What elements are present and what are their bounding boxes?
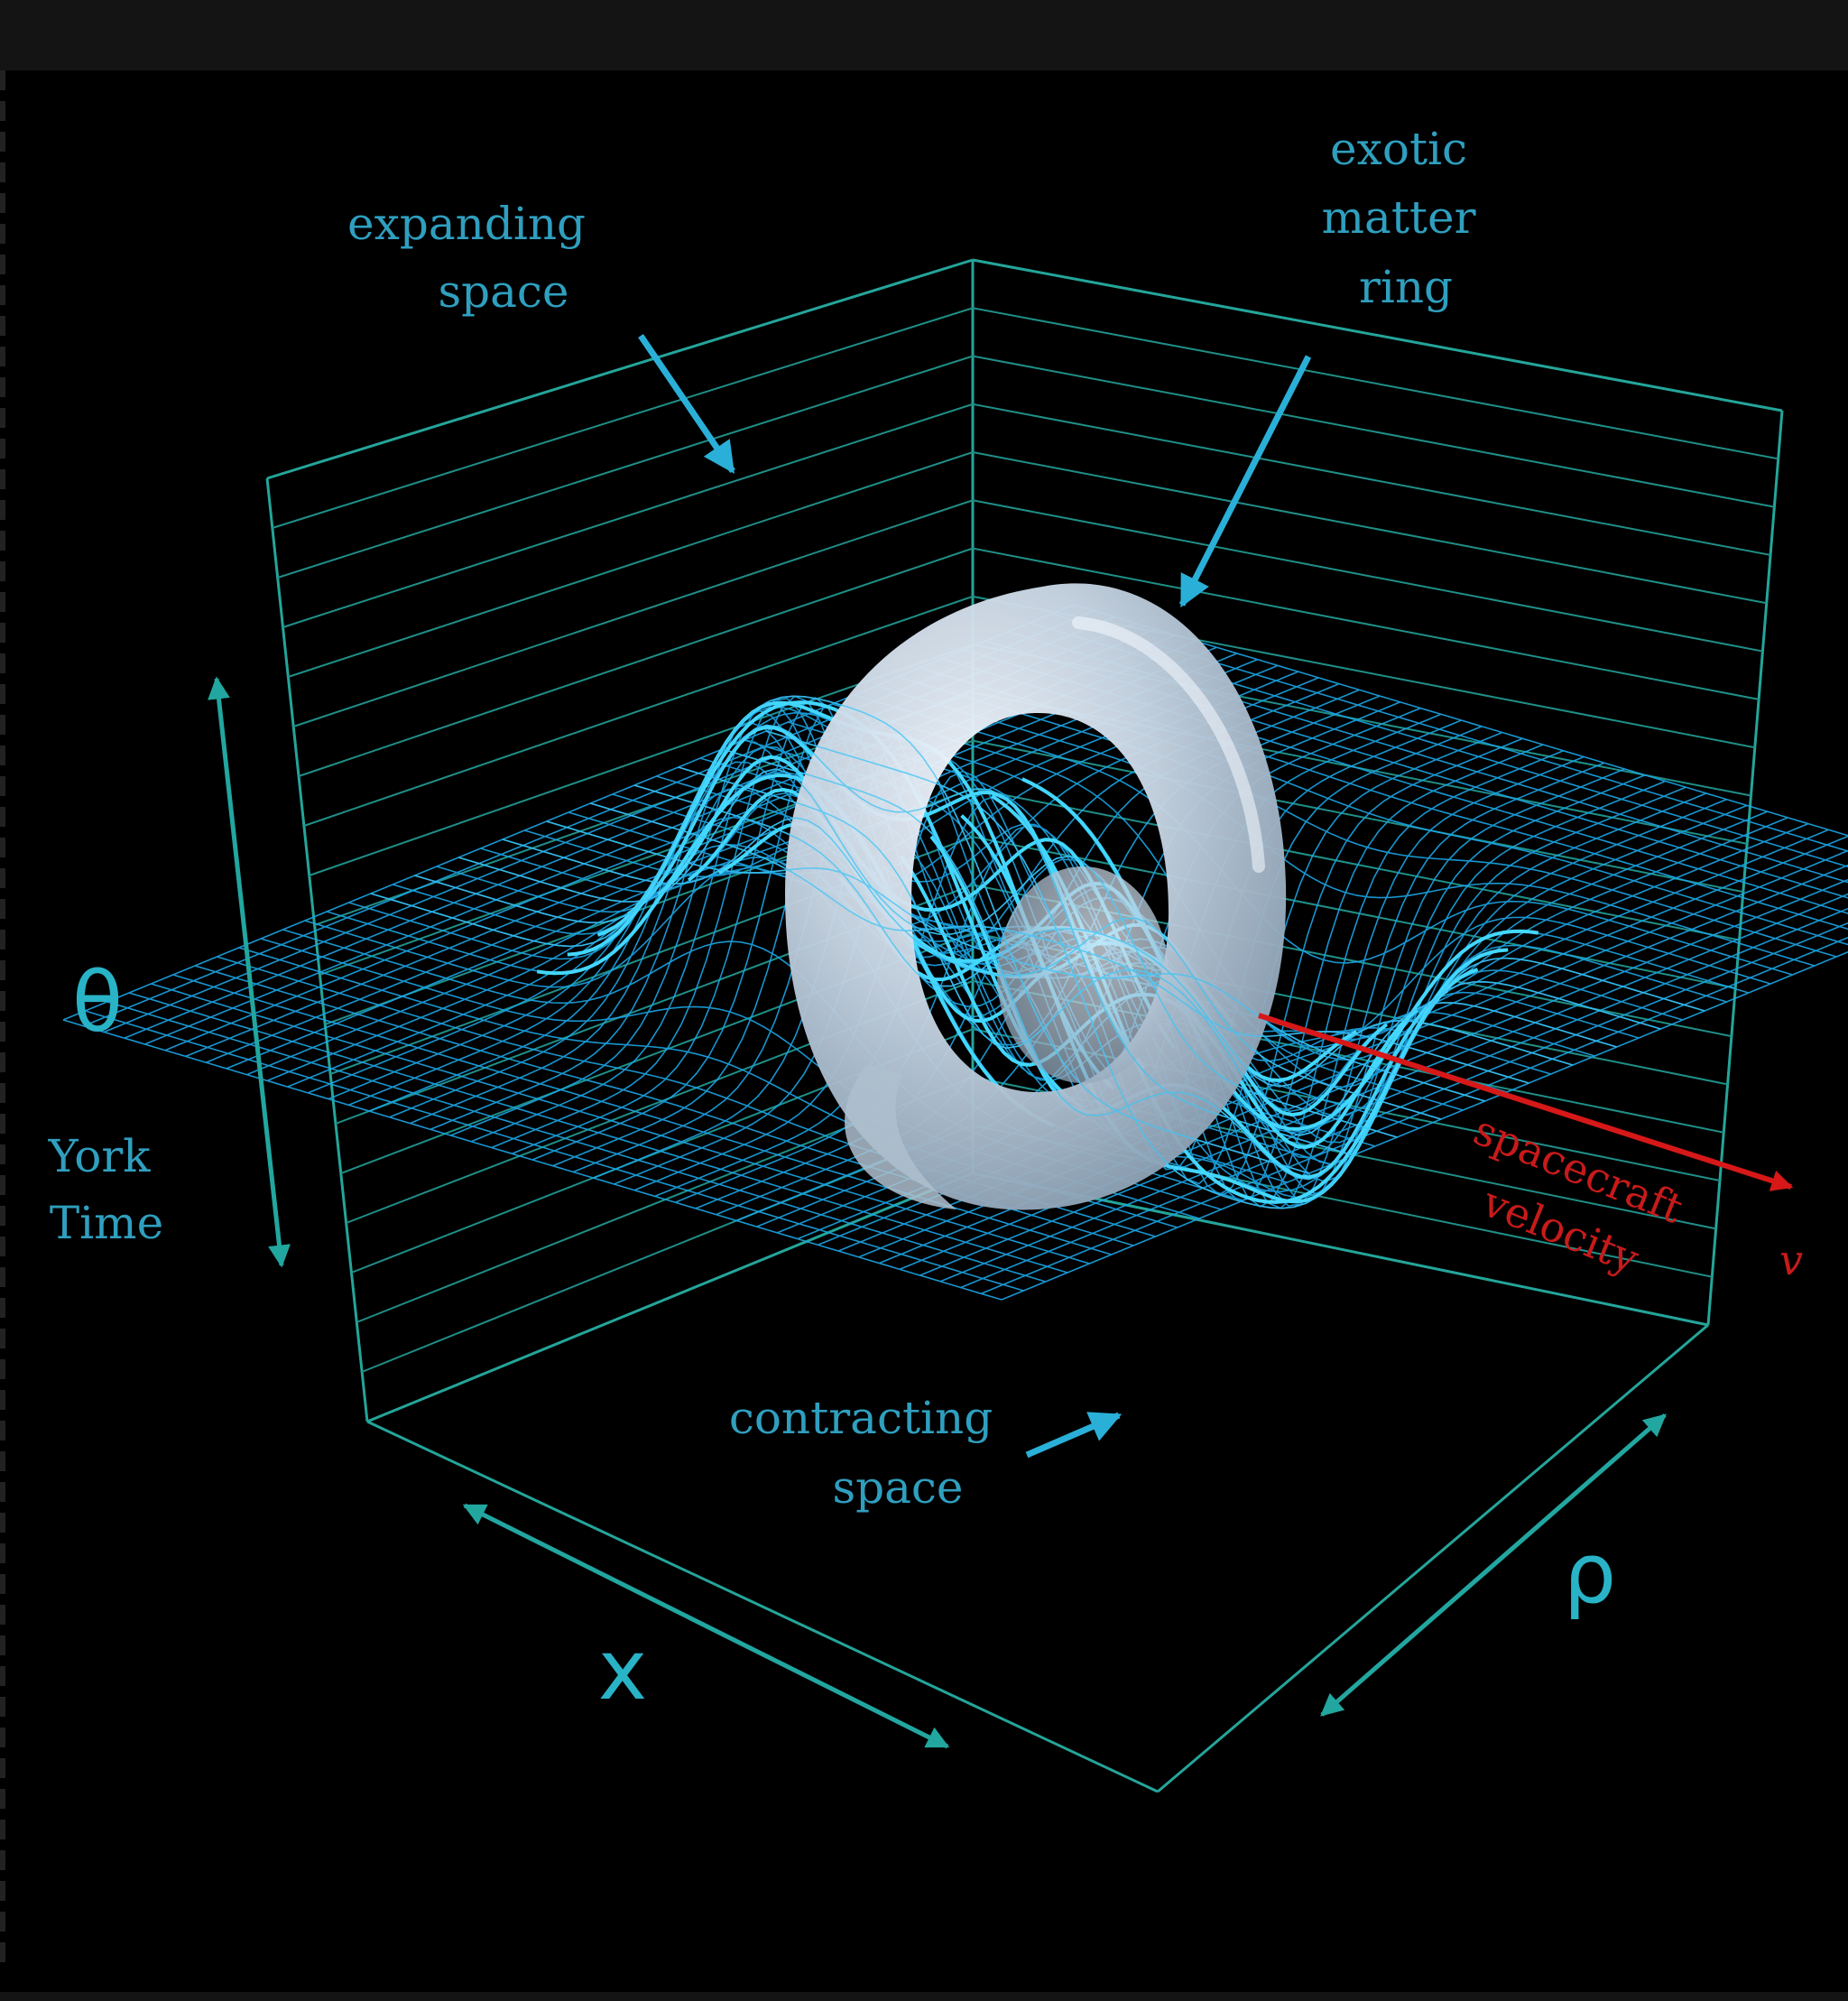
mesh-front-line bbox=[722, 748, 1661, 1181]
wall-grid-line bbox=[277, 355, 1775, 579]
mesh-line-v bbox=[1001, 950, 1848, 1301]
mesh-line-u bbox=[831, 703, 1771, 1049]
mesh-line-u bbox=[788, 721, 1727, 1193]
surface-mesh-front-overlay bbox=[370, 695, 1705, 1209]
velocity-symbol: v bbox=[1779, 1236, 1803, 1284]
rho-axis-arrow bbox=[1320, 1413, 1667, 1717]
wall-grid-line bbox=[298, 547, 1760, 777]
mesh-front-line bbox=[765, 730, 1705, 1209]
wall-grid-line bbox=[272, 307, 1779, 529]
mesh-line-u bbox=[875, 685, 1816, 967]
york-time-axis-arrow bbox=[208, 676, 291, 1268]
x-axis-label: x bbox=[598, 1622, 647, 1718]
mesh-front-line bbox=[414, 724, 1354, 1156]
mesh-front-line bbox=[590, 802, 1529, 1084]
contracting-space-label: contracting space bbox=[729, 1392, 1007, 1514]
x-axis-arrow bbox=[462, 1503, 950, 1749]
expanding-space-label: expanding space bbox=[347, 198, 600, 318]
wall-grid-line bbox=[288, 451, 1767, 678]
left-edge-strip bbox=[0, 70, 5, 1966]
mesh-front-line bbox=[678, 766, 1617, 1136]
wall-grid-line bbox=[292, 499, 1763, 727]
exotic-matter-ring bbox=[785, 583, 1287, 1210]
mesh-line-u bbox=[854, 694, 1793, 976]
spacecraft-velocity-label: spacecraft velocity bbox=[1444, 1106, 1702, 1297]
mesh-line-u bbox=[1073, 604, 1848, 837]
wall-grid-line bbox=[351, 1028, 1721, 1274]
contraction-ridge-line bbox=[1021, 777, 1539, 1132]
mesh-line-u bbox=[897, 676, 1837, 958]
exotic-matter-ring-arrow bbox=[1178, 355, 1312, 608]
wall-grid-line bbox=[282, 403, 1771, 628]
rho-axis-label: ρ bbox=[1564, 1525, 1616, 1622]
bottom-bar bbox=[0, 1992, 1848, 2001]
wall-grid-line bbox=[324, 787, 1740, 1025]
mesh-front-line bbox=[370, 695, 1310, 1174]
top-bar bbox=[0, 0, 1848, 70]
expansion-ridge-line bbox=[536, 773, 1055, 1127]
spacecraft-velocity-arrow bbox=[1258, 1013, 1794, 1191]
wall-grid-line bbox=[303, 595, 1755, 827]
exotic-matter-ring-label: exotic matter ring bbox=[1322, 123, 1491, 313]
mesh-line-u bbox=[809, 712, 1750, 1134]
theta-axis-label: θ bbox=[72, 954, 123, 1051]
mesh-front-line bbox=[502, 817, 1442, 1120]
expanding-space-arrow bbox=[638, 334, 735, 474]
mesh-front-line bbox=[546, 820, 1485, 1102]
york-time-label: York Time bbox=[48, 1130, 165, 1249]
contracting-space-arrow bbox=[1025, 1412, 1123, 1459]
wall-grid-line bbox=[335, 884, 1732, 1125]
